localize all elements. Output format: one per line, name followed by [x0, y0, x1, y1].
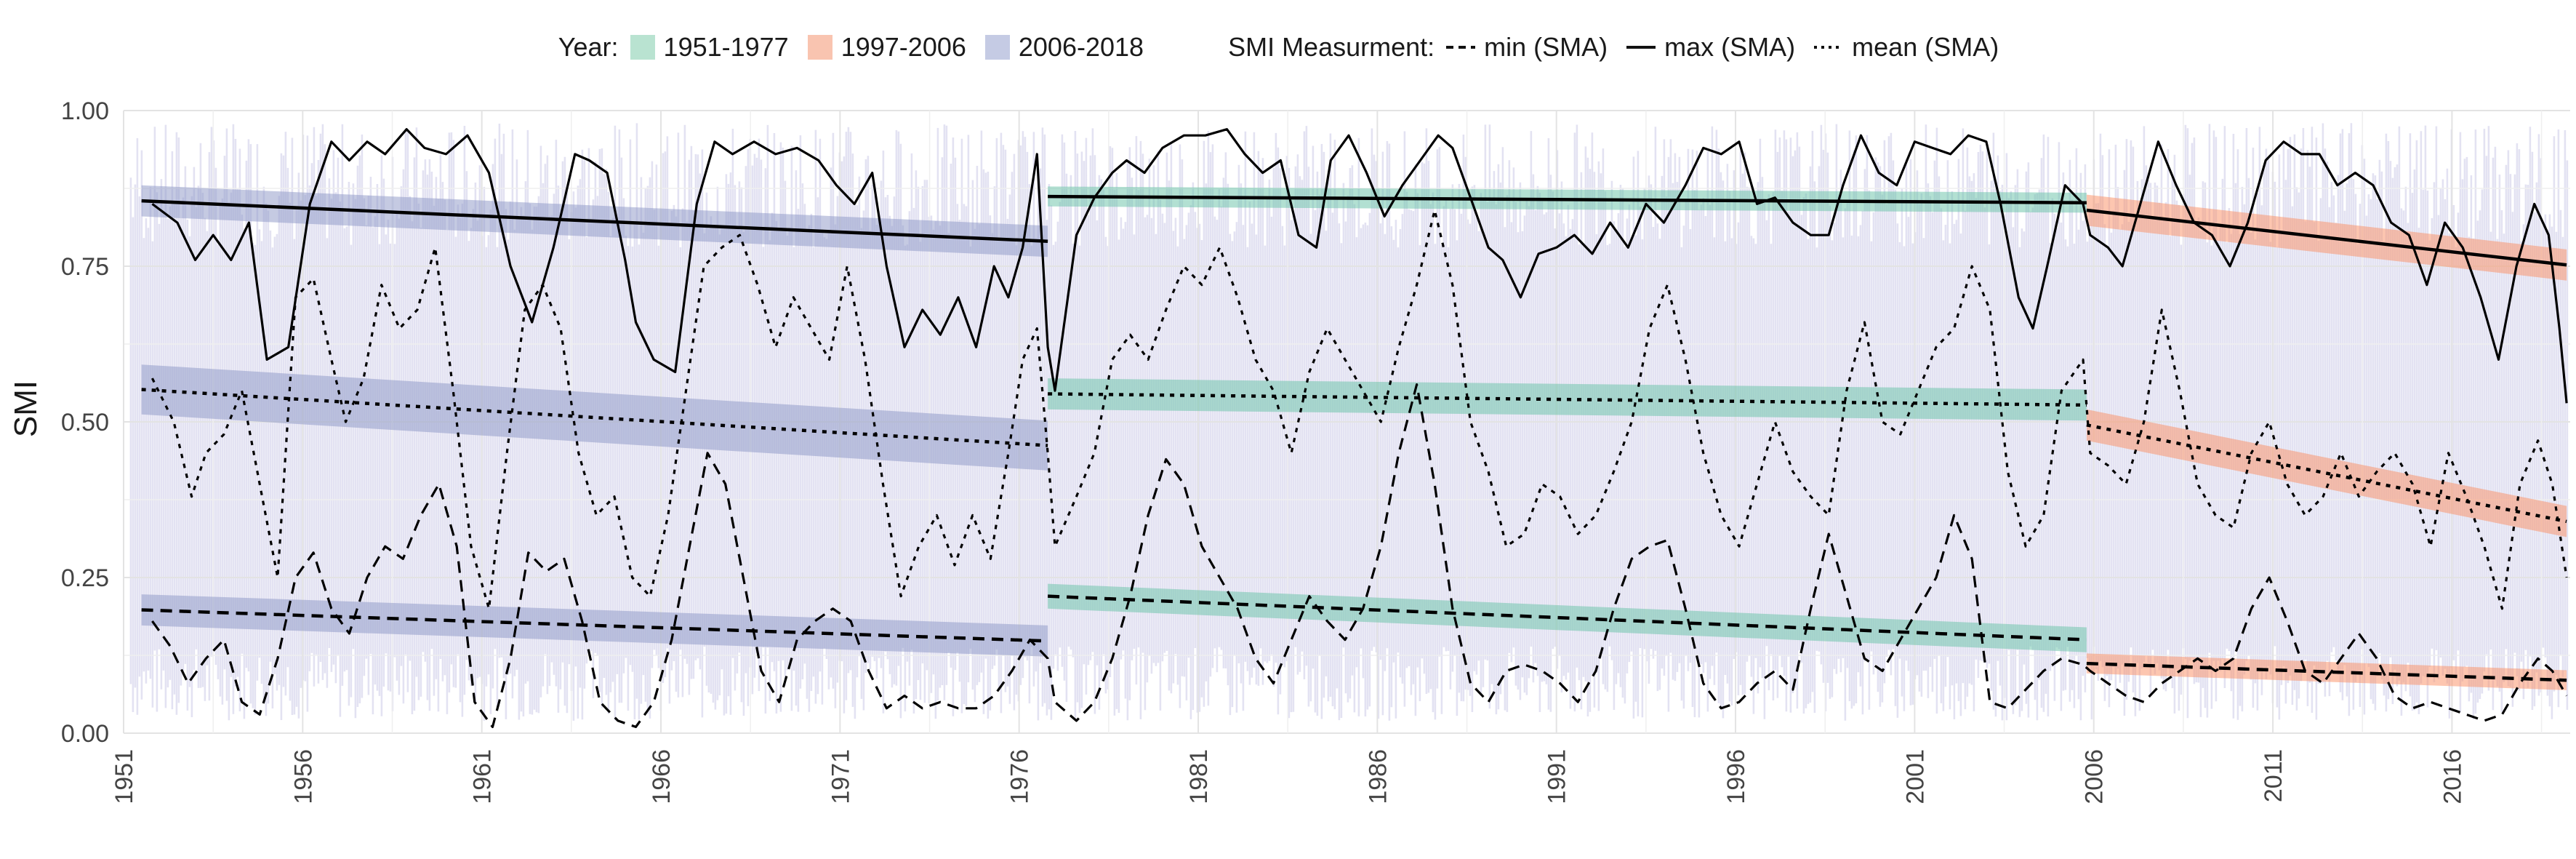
- x-tick-label: 1991: [1544, 749, 1571, 804]
- trend-band-min: [2086, 653, 2567, 690]
- trend-line-min: [1048, 594, 2087, 642]
- legend-item-max: max (SMA): [1626, 32, 1795, 63]
- x-tick-label: 1996: [1722, 749, 1750, 804]
- legend-label: min (SMA): [1484, 32, 1608, 62]
- trend-lines: [141, 194, 2567, 682]
- legend-year-group: Year: 1951-1977 1997-2006 2006-2018: [558, 32, 1163, 63]
- legend-item-1997-2006: 1997-2006: [807, 32, 966, 63]
- legend-swatch-1951-1977: [630, 35, 655, 60]
- legend-year-title: Year:: [558, 32, 619, 62]
- legend-item-mean: mean (SMA): [1814, 32, 1999, 63]
- legend-smi-title: SMI Measurment:: [1228, 32, 1435, 62]
- trend-line-mean: [1048, 392, 2087, 407]
- series-line-dotted: [151, 209, 2568, 610]
- trend-line-mean: [141, 388, 1048, 447]
- x-tick-label: 1951: [111, 749, 138, 804]
- x-tick-label: 2001: [1901, 749, 1929, 804]
- axes: 0.00 0.25 0.50 0.75 1.00 1951 1956 1961 1966 1971…: [61, 97, 2467, 804]
- x-tick-label: 1976: [1006, 749, 1034, 804]
- legend-label: mean (SMA): [1852, 32, 1999, 62]
- legend-label: 1951-1977: [663, 32, 789, 62]
- y-tick-label: 0.50: [61, 409, 109, 436]
- trend-line-mean: [2086, 423, 2567, 524]
- sma-series-lines: [151, 128, 2568, 728]
- x-tick-label: 1956: [289, 749, 317, 804]
- legend-swatch-2006-2018: [984, 35, 1010, 60]
- legend-key-dotted: [1814, 46, 1844, 49]
- legend-label: max (SMA): [1664, 32, 1796, 62]
- trend-line-max: [141, 199, 1048, 244]
- trend-line-min: [2086, 661, 2567, 682]
- x-tick-label: 1971: [827, 749, 854, 804]
- x-tick-label: 2011: [2260, 749, 2287, 802]
- legend-smi-group: SMI Measurment: min (SMA) max (SMA) mean…: [1228, 32, 2018, 63]
- legend-item-1951-1977: 1951-1977: [630, 32, 789, 63]
- y-axis-label: SMI: [8, 380, 44, 437]
- x-tick-label: 1961: [469, 749, 497, 804]
- legend-item-2006-2018: 2006-2018: [984, 32, 1144, 63]
- trend-band-mean: [141, 364, 1048, 471]
- x-tick-label: 2006: [2081, 749, 2108, 804]
- y-tick-label: 1.00: [61, 97, 109, 125]
- trend-band-min: [141, 594, 1048, 657]
- trend-line-max: [2086, 208, 2567, 267]
- legend-key-dashed: [1446, 46, 1476, 49]
- x-tick-label: 1981: [1185, 749, 1213, 804]
- y-tick-label: 0.75: [61, 253, 109, 281]
- y-tick-label: 0.00: [61, 720, 109, 748]
- legend-label: 1997-2006: [840, 32, 966, 62]
- x-tick-label: 2016: [2439, 749, 2466, 804]
- x-tick-label: 1986: [1364, 749, 1392, 804]
- trend-line-max: [1048, 194, 2087, 204]
- legend-item-min: min (SMA): [1446, 32, 1608, 63]
- legend-label: 2006-2018: [1018, 32, 1144, 62]
- legend-key-solid: [1626, 46, 1656, 49]
- legend-swatch-1997-2006: [807, 35, 832, 60]
- series-line-solid: [151, 128, 2568, 404]
- series-line-dashed: [151, 383, 2568, 728]
- y-tick-label: 0.25: [61, 564, 109, 592]
- legend: Year: 1951-1977 1997-2006 2006-2018 SMI …: [0, 22, 2576, 73]
- x-tick-label: 1966: [648, 749, 675, 804]
